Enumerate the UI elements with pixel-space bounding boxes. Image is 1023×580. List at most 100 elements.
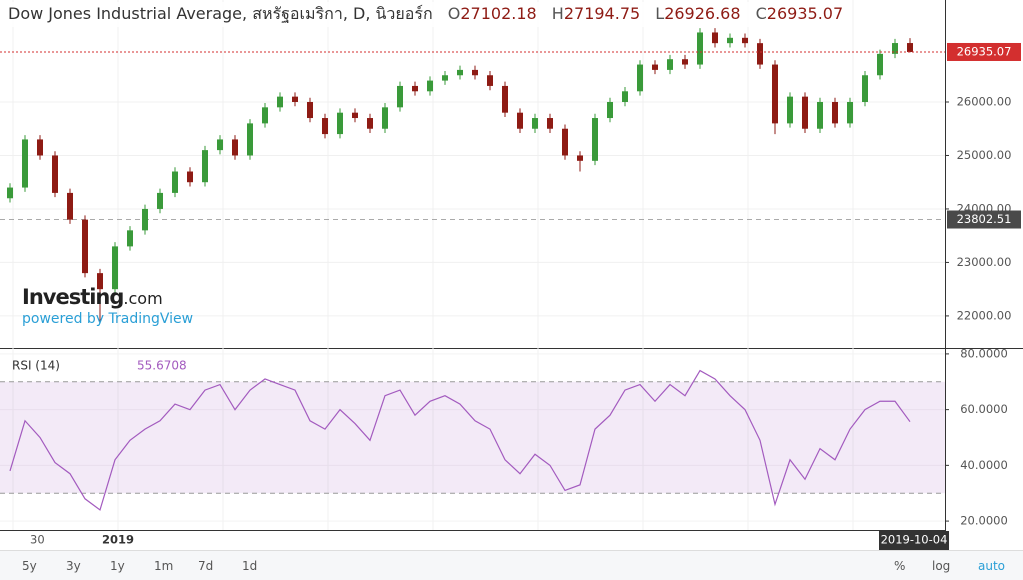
x-tick-label: 2019-10-04	[881, 533, 948, 547]
candle-body	[352, 112, 358, 119]
y-tick-label: 20.0000	[960, 514, 1008, 528]
toolbar-button[interactable]: 3y	[66, 559, 81, 573]
candle-body	[367, 118, 373, 129]
last-price-label: 26935.07	[957, 44, 1012, 58]
candle-body	[172, 171, 178, 193]
candle-body	[907, 43, 913, 52]
toolbar-button[interactable]: 1d	[242, 559, 258, 573]
header: Dow Jones Industrial Average, สหรัฐอเมริ…	[8, 2, 844, 27]
candle-body	[787, 96, 793, 124]
candle-body	[37, 139, 43, 156]
toolbar-button[interactable]: log	[932, 559, 951, 573]
candle-body	[877, 53, 883, 76]
candle-body	[7, 187, 13, 199]
candle-body	[157, 192, 163, 209]
candle-body	[622, 91, 628, 102]
candle-body	[442, 75, 448, 81]
chart-title: Dow Jones Industrial Average, สหรัฐอเมริ…	[8, 4, 433, 23]
ohlc-value: 26926.68	[664, 4, 741, 23]
candle-body	[337, 112, 343, 135]
candle-body	[862, 75, 868, 102]
candle-body	[67, 192, 73, 220]
candle-body	[532, 118, 538, 129]
candle-body	[187, 171, 193, 183]
toolbar-button[interactable]: 1m	[154, 559, 174, 573]
ohlc-key: H	[551, 4, 564, 23]
candle-body	[277, 96, 283, 108]
candle-body	[742, 37, 748, 44]
y-tick-label: 26000.00	[957, 94, 1012, 108]
candle-body	[202, 150, 208, 183]
candle-body	[382, 107, 388, 129]
x-tick-label: 30	[30, 533, 45, 547]
y-tick-label: 22000.00	[957, 308, 1012, 322]
y-tick-label: 25000.00	[957, 148, 1012, 162]
candle-body	[592, 118, 598, 161]
candle-body	[682, 59, 688, 65]
ohlc-value: 26935.07	[766, 4, 844, 23]
chart-area: 22000.0023000.0024000.0025000.0026000.00…	[0, 0, 1023, 550]
toolbar-button[interactable]: 5y	[22, 559, 37, 573]
candle-body	[697, 32, 703, 65]
ohlc-key: C	[755, 4, 767, 23]
toolbar: 5y 3y 1y 1m 7d 1d% log auto	[0, 550, 1023, 580]
brand: Investing	[22, 285, 124, 309]
candle-body	[412, 85, 418, 92]
candle-body	[727, 37, 733, 44]
toolbar-button[interactable]: 1y	[110, 559, 125, 573]
toolbar-button[interactable]: %	[894, 559, 906, 573]
y-tick-label: 80.0000	[960, 346, 1008, 360]
candle-body	[772, 64, 778, 124]
candle-body	[607, 101, 613, 119]
candle-body	[817, 101, 823, 129]
y-tick-label: 60.0000	[960, 402, 1008, 416]
candle-body	[142, 208, 148, 231]
candle-body	[802, 96, 808, 129]
last-price-box	[947, 42, 1021, 61]
candle-body	[547, 118, 553, 129]
candle-body	[322, 118, 328, 135]
candle-body	[487, 75, 493, 86]
candle-body	[52, 155, 58, 193]
candle-body	[637, 64, 643, 92]
candle-body	[502, 85, 508, 113]
candle-body	[712, 32, 718, 44]
candle-body	[292, 96, 298, 102]
candle-body	[22, 139, 28, 188]
y-tick-label: 23000.00	[957, 255, 1012, 269]
candle-body	[82, 219, 88, 274]
candle-body	[112, 246, 118, 290]
candle-body	[832, 101, 838, 124]
toolbar-button[interactable]: auto	[978, 559, 1006, 573]
ohlc-value: 27102.18	[460, 4, 537, 23]
watermark: Investing.com powered by TradingView	[22, 285, 193, 327]
toolbar-button[interactable]: 7d	[198, 559, 214, 573]
candle-body	[127, 230, 133, 247]
candle-body	[427, 80, 433, 92]
date-box	[879, 531, 949, 550]
candle-body	[562, 128, 568, 156]
reference-box	[947, 210, 1021, 229]
candle-body	[577, 155, 583, 161]
candle-body	[757, 43, 763, 65]
powered-by: powered by TradingView	[22, 311, 194, 327]
candle-body	[457, 69, 463, 76]
candle-body	[247, 123, 253, 156]
candle-body	[307, 101, 313, 119]
ohlc-key: O	[447, 4, 461, 23]
price-pane	[0, 0, 945, 348]
x-tick-label: 2019	[102, 533, 134, 547]
candle-body	[472, 69, 478, 76]
rsi-name: RSI (14)	[12, 359, 60, 373]
ohlc-value: 27194.75	[563, 4, 641, 23]
brand-domain: .com	[123, 289, 163, 308]
rsi-line	[9, 369, 911, 511]
y-tick-label: 40.0000	[960, 458, 1008, 472]
candle-body	[847, 101, 853, 124]
candle-body	[97, 273, 103, 290]
candle-body	[232, 139, 238, 156]
candle-body	[667, 59, 673, 70]
rsi-value: 55.6708	[137, 359, 187, 373]
candle-body	[652, 64, 658, 70]
